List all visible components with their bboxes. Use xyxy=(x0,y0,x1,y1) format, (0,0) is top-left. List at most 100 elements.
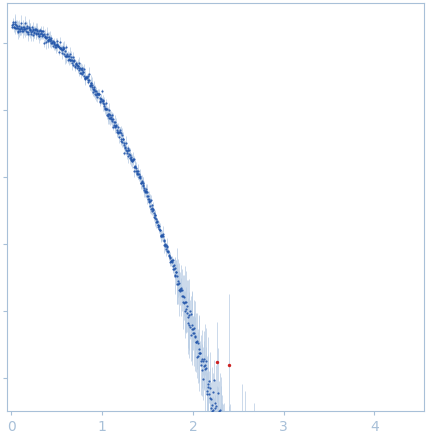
Point xyxy=(17,27,23,34)
Point xyxy=(39,28,46,35)
Point xyxy=(105,107,112,114)
Point xyxy=(181,300,187,307)
Point xyxy=(138,180,144,187)
Point xyxy=(127,153,134,160)
Point xyxy=(147,205,154,212)
Point xyxy=(183,309,190,316)
Point xyxy=(49,39,56,46)
Point xyxy=(194,340,201,347)
Point xyxy=(181,308,188,315)
Point xyxy=(68,53,75,60)
Point xyxy=(106,111,113,118)
Point xyxy=(10,24,17,31)
Point xyxy=(32,31,39,38)
Point xyxy=(119,136,126,143)
Point xyxy=(34,30,41,37)
Point xyxy=(47,37,54,44)
Point xyxy=(153,218,160,225)
Point xyxy=(225,362,232,369)
Point xyxy=(50,38,57,45)
Point xyxy=(163,242,170,249)
Point xyxy=(199,357,206,364)
Point xyxy=(184,313,191,320)
Point xyxy=(174,280,181,287)
Point xyxy=(213,413,220,420)
Point xyxy=(170,263,176,270)
Point xyxy=(17,20,24,27)
Point xyxy=(66,50,73,57)
Point xyxy=(74,65,81,72)
Point xyxy=(9,21,15,28)
Point xyxy=(108,118,115,125)
Point xyxy=(188,325,195,332)
Point xyxy=(98,96,104,103)
Point xyxy=(206,384,213,391)
Point xyxy=(89,86,96,93)
Point xyxy=(157,232,164,239)
Point xyxy=(109,124,116,131)
Point xyxy=(27,27,34,34)
Point xyxy=(43,35,49,42)
Point xyxy=(135,170,141,177)
Point xyxy=(64,56,71,63)
Point xyxy=(131,167,138,174)
Point xyxy=(154,223,161,230)
Point xyxy=(9,23,16,30)
Point xyxy=(165,252,172,259)
Point xyxy=(149,204,155,211)
Point xyxy=(184,302,190,309)
Point xyxy=(164,248,171,255)
Point xyxy=(78,71,85,78)
Point xyxy=(124,144,131,151)
Point xyxy=(210,377,217,384)
Point xyxy=(139,181,146,188)
Point xyxy=(128,157,135,164)
Point xyxy=(79,66,86,73)
Point xyxy=(190,324,197,331)
Point xyxy=(202,364,209,371)
Point xyxy=(89,88,96,95)
Point xyxy=(12,24,19,31)
Point xyxy=(73,61,80,68)
Point xyxy=(93,89,100,96)
Point xyxy=(45,33,52,40)
Point xyxy=(13,24,20,31)
Point xyxy=(59,50,66,57)
Point xyxy=(133,170,140,177)
Point xyxy=(120,136,127,143)
Point xyxy=(72,60,79,67)
Point xyxy=(50,38,57,45)
Point xyxy=(38,33,45,40)
Point xyxy=(58,46,65,53)
Point xyxy=(114,128,121,135)
Point xyxy=(27,30,34,37)
Point xyxy=(158,232,165,239)
Point xyxy=(67,56,74,63)
Point xyxy=(52,42,59,49)
Point xyxy=(140,186,147,193)
Point xyxy=(21,26,28,33)
Point xyxy=(176,280,182,287)
Point xyxy=(117,130,124,137)
Point xyxy=(136,173,143,180)
Point xyxy=(99,96,106,103)
Point xyxy=(113,128,120,135)
Point xyxy=(197,361,204,368)
Point xyxy=(66,52,72,59)
Point xyxy=(112,122,119,129)
Point xyxy=(23,28,30,35)
Point xyxy=(53,42,60,49)
Point xyxy=(44,36,51,43)
Point xyxy=(45,37,52,44)
Point xyxy=(145,195,152,202)
Point xyxy=(60,45,66,52)
Point xyxy=(133,168,140,175)
Point xyxy=(81,74,88,81)
Point xyxy=(104,106,110,113)
Point xyxy=(124,147,131,154)
Point xyxy=(43,33,50,40)
Point xyxy=(101,105,108,112)
Point xyxy=(65,56,72,63)
Point xyxy=(178,292,185,299)
Point xyxy=(218,423,225,430)
